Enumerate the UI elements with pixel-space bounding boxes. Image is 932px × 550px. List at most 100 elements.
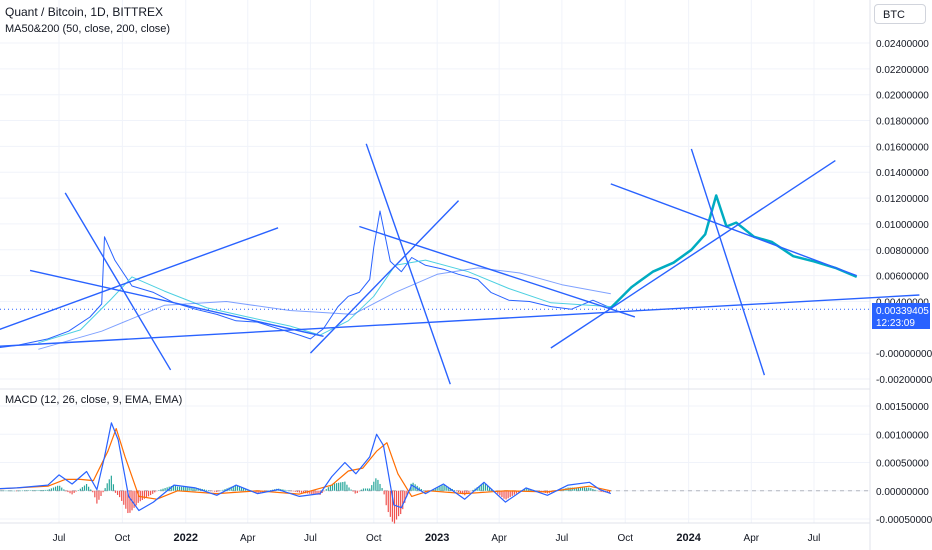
macd-histogram-bar xyxy=(321,490,323,493)
macd-histogram-bar xyxy=(218,490,220,492)
macd-histogram-bar xyxy=(185,486,187,491)
macd-histogram-bar xyxy=(439,486,441,491)
price-tick-label: 0.01600000 xyxy=(876,142,929,153)
macd-histogram-bar xyxy=(284,489,286,491)
price-tick-label: 0.00400000 xyxy=(876,297,929,308)
macd-histogram-bar xyxy=(300,490,303,493)
trendline[interactable] xyxy=(690,148,766,376)
macd-histogram-bar xyxy=(63,489,65,491)
time-tick-label: Jul xyxy=(555,533,568,544)
trendline[interactable] xyxy=(0,294,920,350)
macd-histogram-bar xyxy=(371,485,373,491)
ma-indicator-legend[interactable]: MA50&200 (50, close, 200, close) xyxy=(5,23,170,35)
macd-histogram-bar xyxy=(377,479,379,491)
price-tick-label: 0.01800000 xyxy=(876,117,929,128)
macd-histogram-bar xyxy=(203,489,205,491)
macd-histogram-bar xyxy=(526,488,528,491)
macd-histogram-bar xyxy=(344,481,346,491)
macd-signal-line[interactable] xyxy=(0,428,611,500)
macd-histogram-bar xyxy=(515,490,518,494)
time-tick-label: Jul xyxy=(304,533,317,544)
projection-path[interactable] xyxy=(609,194,858,309)
macd-histogram-bar xyxy=(503,490,505,499)
trendline[interactable] xyxy=(550,160,836,349)
macd-indicator-legend[interactable]: MACD (12, 26, close, 9, EMA, EMA) xyxy=(5,394,182,406)
macd-histogram-bar xyxy=(511,490,513,496)
macd-histogram-bar xyxy=(154,490,156,493)
macd-histogram-bar xyxy=(358,490,360,492)
price-tick-label: 0.00600000 xyxy=(876,272,929,283)
macd-histogram-bar xyxy=(127,490,129,514)
trendline[interactable] xyxy=(365,143,451,385)
price-tick-label: 0.01000000 xyxy=(876,220,929,231)
macd-histogram-bar xyxy=(73,490,75,493)
macd-histogram-bar xyxy=(32,490,34,491)
trendlines[interactable] xyxy=(0,143,920,385)
macd-histogram-bar xyxy=(224,489,226,491)
time-tick-label: Oct xyxy=(617,533,633,544)
trendline[interactable] xyxy=(64,192,172,371)
trendline[interactable] xyxy=(29,269,324,338)
macd-tick-label: 0.00050000 xyxy=(876,459,929,470)
macd-histogram-bar xyxy=(187,487,189,491)
macd-histogram-bar xyxy=(269,490,272,491)
macd-histogram-bar xyxy=(513,490,515,495)
macd-histogram-bar xyxy=(422,490,425,492)
price-tick-label: 0.02200000 xyxy=(876,65,929,76)
price-axis[interactable]: 0.02400000 0.02200000 0.02000000 0.01800000… xyxy=(876,39,932,386)
macd-histogram-bar xyxy=(158,490,160,491)
macd-histogram-bar xyxy=(402,490,404,510)
ma200-line[interactable] xyxy=(38,267,611,350)
macd-histogram-bar xyxy=(160,489,162,491)
macd-histogram-bar xyxy=(230,486,232,491)
chart-title[interactable]: Quant / Bitcoin, 1D, BITTREX xyxy=(5,5,163,19)
macd-histogram-bar xyxy=(594,489,596,491)
macd-histogram-bar xyxy=(445,485,447,491)
macd-axis[interactable]: 0.00150000 0.00100000 0.00050000 0.00000000… xyxy=(876,402,932,526)
macd-histogram-bar xyxy=(325,489,327,491)
macd-histogram-bar xyxy=(462,490,464,495)
macd-line[interactable] xyxy=(0,422,612,512)
time-tick-label: Oct xyxy=(366,533,382,544)
macd-histogram-bar xyxy=(54,486,57,491)
time-tick-label: 2022 xyxy=(174,532,198,544)
symbol-selector[interactable]: BTC xyxy=(874,4,926,24)
macd-histogram-bar xyxy=(457,490,460,493)
macd-histogram-bar xyxy=(536,490,538,492)
macd-histogram-bar xyxy=(83,485,86,491)
macd-histogram-bar xyxy=(447,486,449,491)
last-price-label: 0.00339405 12:23:09 xyxy=(872,303,930,329)
macd-tick-label: 0.00000000 xyxy=(876,487,929,498)
macd-histogram-bar xyxy=(116,490,119,495)
last-price-label-bg xyxy=(872,303,930,329)
trendline[interactable] xyxy=(0,227,279,353)
macd-histogram-bar xyxy=(573,487,575,491)
macd-histogram-bar xyxy=(509,490,511,498)
macd-histogram-bar xyxy=(104,488,106,491)
trendline[interactable] xyxy=(309,200,460,354)
macd-histogram-bar xyxy=(360,489,363,491)
macd-pane[interactable] xyxy=(0,422,870,524)
macd-histogram-bar xyxy=(79,488,81,491)
macd-histogram-bar xyxy=(48,489,50,491)
macd-histogram-bar xyxy=(404,490,406,503)
price-line[interactable] xyxy=(0,210,611,351)
time-axis[interactable]: Jul Oct 2022 Apr Jul Oct 2023 Apr Jul Oct 2024 Apr J… xyxy=(53,532,821,544)
trendline[interactable] xyxy=(610,183,857,277)
macd-histogram-bar xyxy=(59,485,61,491)
main-pane[interactable] xyxy=(0,194,870,351)
macd-histogram-bar xyxy=(373,481,375,491)
macd-histogram-bar xyxy=(391,490,394,522)
macd-histogram-bar xyxy=(420,488,422,491)
macd-histogram-bar xyxy=(96,490,98,504)
macd-histogram-bar xyxy=(7,490,9,492)
trendline[interactable] xyxy=(359,225,636,318)
macd-histogram-bar xyxy=(46,489,48,491)
macd-histogram-bar xyxy=(191,487,193,491)
macd-histogram-bar xyxy=(507,490,509,499)
macd-histogram-bar xyxy=(313,490,315,495)
macd-histogram-bar xyxy=(466,490,468,494)
macd-histogram-bar xyxy=(600,490,602,492)
macd-histogram-bar xyxy=(356,490,358,494)
